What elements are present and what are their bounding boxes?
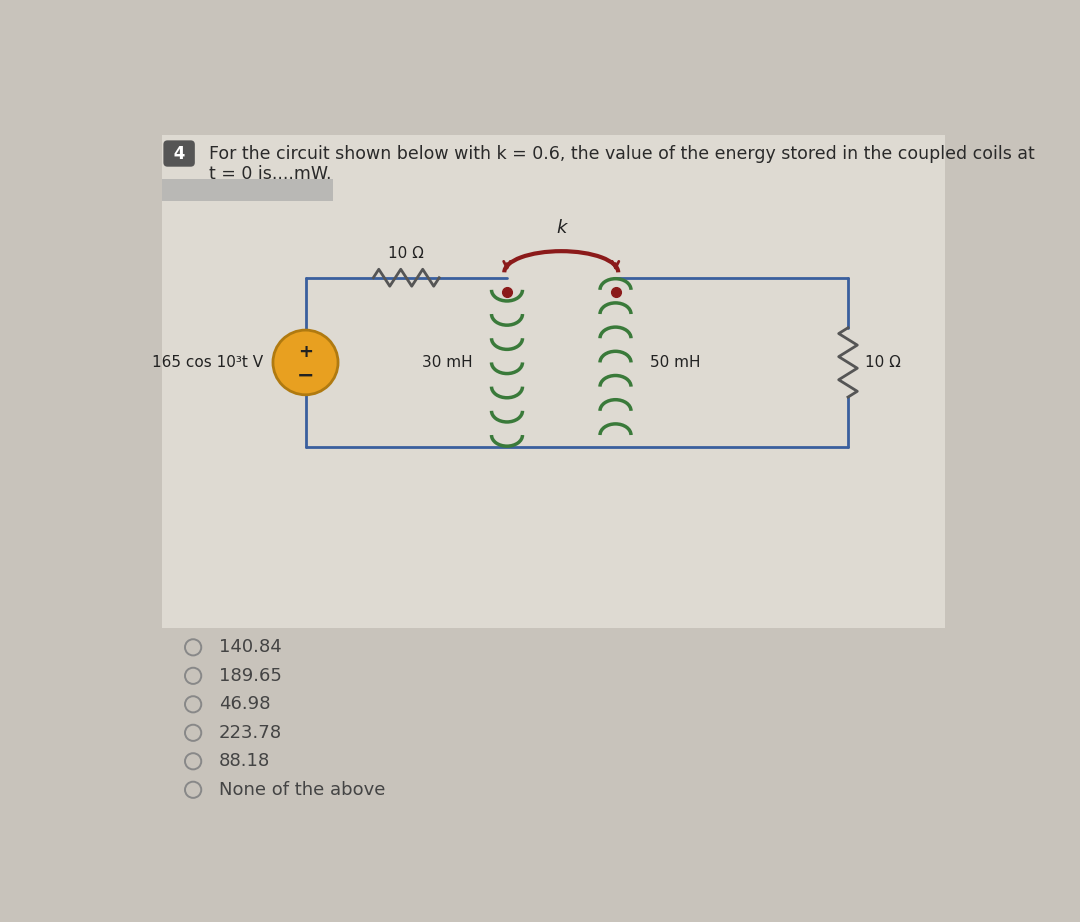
Text: None of the above: None of the above: [218, 781, 386, 798]
Text: 4: 4: [167, 145, 191, 162]
Text: 223.78: 223.78: [218, 724, 282, 742]
Text: k: k: [556, 219, 566, 237]
Text: 88.18: 88.18: [218, 752, 270, 770]
Text: 30 mH: 30 mH: [421, 355, 472, 370]
Text: 165 cos 10³t V: 165 cos 10³t V: [152, 355, 262, 370]
Text: +: +: [298, 343, 313, 361]
Text: 10 Ω: 10 Ω: [389, 246, 424, 261]
Text: −: −: [297, 365, 314, 385]
Text: 10 Ω: 10 Ω: [865, 355, 901, 370]
Text: 189.65: 189.65: [218, 667, 282, 685]
Text: 46.98: 46.98: [218, 695, 270, 714]
Circle shape: [273, 330, 338, 395]
Text: 140.84: 140.84: [218, 638, 282, 656]
Text: 50 mH: 50 mH: [650, 355, 701, 370]
Text: For the circuit shown below with k = 0.6, the value of the energy stored in the : For the circuit shown below with k = 0.6…: [208, 145, 1035, 183]
FancyBboxPatch shape: [162, 179, 333, 201]
FancyBboxPatch shape: [162, 136, 945, 628]
